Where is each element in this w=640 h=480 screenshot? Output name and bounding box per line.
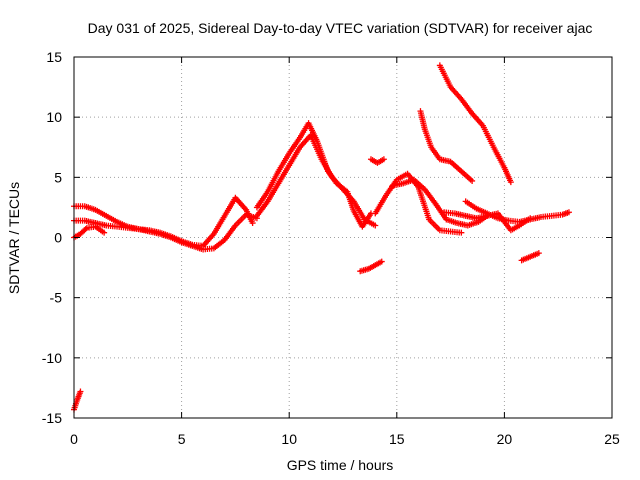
y-tick-label: 15 — [46, 49, 62, 65]
data-point — [458, 229, 465, 236]
y-tick-label: 5 — [54, 169, 62, 185]
y-tick-label: -10 — [42, 350, 62, 366]
data-point — [372, 222, 379, 229]
data-point — [565, 209, 572, 216]
data-point — [527, 215, 534, 222]
x-tick-label: 10 — [281, 431, 297, 447]
x-tick-label: 25 — [604, 431, 620, 447]
series-track-8 — [357, 258, 385, 275]
data-point — [77, 388, 84, 395]
x-tick-label: 20 — [497, 431, 513, 447]
data-point — [101, 229, 108, 236]
y-tick-label: 10 — [46, 109, 62, 125]
series-track-12 — [436, 62, 514, 186]
data-point — [82, 226, 89, 233]
x-axis-label: GPS time / hours — [287, 457, 394, 473]
x-tick-label: 5 — [178, 431, 186, 447]
axis-ticks — [73, 56, 613, 419]
data-point — [535, 250, 542, 257]
x-tick-label: 15 — [389, 431, 405, 447]
data-point — [249, 220, 256, 227]
series-track-2 — [71, 211, 260, 253]
series-track-7 — [367, 156, 387, 166]
data-point — [380, 156, 387, 163]
y-tick-label: -15 — [42, 410, 62, 426]
chart-title: Day 031 of 2025, Sidereal Day-to-day VTE… — [88, 20, 593, 36]
series-track-3 — [71, 223, 108, 241]
series-track-11 — [417, 108, 476, 184]
x-tick-label: 0 — [70, 431, 78, 447]
data-point — [378, 258, 385, 265]
grid-lines — [74, 57, 612, 418]
data-points — [71, 62, 572, 413]
y-tick-label: 0 — [54, 230, 62, 246]
data-point — [469, 177, 476, 184]
data-point — [507, 179, 514, 186]
series-track-15 — [518, 250, 542, 264]
series-track-6 — [253, 132, 379, 229]
series-track-9 — [372, 170, 465, 236]
y-tick-label: -5 — [50, 290, 63, 306]
y-axis-label: SDTVAR / TECUs — [6, 182, 22, 294]
series-track-14 — [441, 209, 534, 234]
tick-labels: 0 5 10 15 20 25 -15 -10 -5 0 5 10 15 — [42, 49, 620, 447]
series-track-4 — [71, 388, 84, 413]
